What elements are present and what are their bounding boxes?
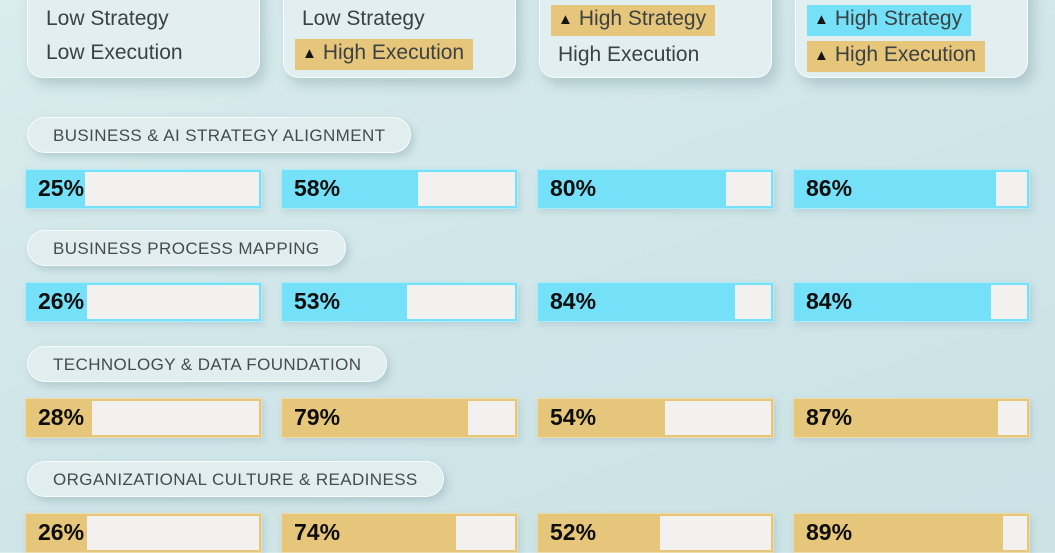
quadrant-line-2: ▲Low Execution [46,39,259,68]
progress-bar-track [406,285,515,319]
progress-value: 84% [806,287,853,314]
quadrant-line-2-highlight: ▲ High Execution [807,41,986,72]
quadrant-line-2-label: Low Execution [46,41,183,64]
progress-value: 53% [294,287,341,314]
progress-bar-track [1003,516,1027,550]
category-section: ORGANIZATIONAL CULTURE & READINESS 26% 7… [25,461,1030,553]
category-pill-label: BUSINESS PROCESS MAPPING [53,239,320,258]
category-section: BUSINESS & AI STRATEGY ALIGNMENT 25% 58%… [25,117,1030,209]
progress-bar-track [996,172,1027,206]
progress-value: 52% [550,518,597,545]
progress-value: 87% [806,403,853,430]
quadrant-header-row: ▲Low Strategy ▲Low Execution ▲Low Strate… [25,0,1030,78]
category-section: BUSINESS PROCESS MAPPING 26% 53% 84% 84% [25,230,1030,322]
progress-bar: 80% [537,169,774,209]
quadrant-card: ▲ High Strategy ▲ High Execution [795,0,1028,78]
progress-bar: 26% [25,282,262,322]
progress-bar-track [87,285,259,319]
quadrant-line-1-highlight: ▲Low Strategy [295,5,434,34]
bar-row: 25% 58% 80% 86% [25,169,1030,209]
progress-bar-track [87,516,259,550]
progress-bar-track [998,401,1027,435]
progress-bar: 89% [793,513,1030,553]
category-pill: TECHNOLOGY & DATA FOUNDATION [27,346,388,382]
progress-bar-track [467,401,515,435]
progress-bar-track [735,285,771,319]
progress-bar-track [84,172,259,206]
quadrant-line-2-highlight: ▲ High Execution [295,39,474,70]
category-pill-label: ORGANIZATIONAL CULTURE & READINESS [53,470,418,489]
category-pill: BUSINESS PROCESS MAPPING [27,230,346,266]
quadrant-line-1-highlight: ▲ High Strategy [807,5,972,36]
progress-bar: 28% [25,398,262,438]
quadrant-card: ▲ High Strategy ▲High Execution [539,0,772,78]
progress-value: 84% [550,287,597,314]
progress-value: 28% [38,403,85,430]
progress-bar-track [455,516,515,550]
category-pill-label: TECHNOLOGY & DATA FOUNDATION [53,355,362,374]
progress-value: 54% [550,403,597,430]
progress-bar-track [991,285,1027,319]
progress-bar: 74% [281,513,518,553]
progress-value: 25% [38,174,85,201]
progress-value: 26% [38,518,85,545]
progress-bar-track [418,172,515,206]
category-pill: BUSINESS & AI STRATEGY ALIGNMENT [27,117,412,153]
progress-bar: 53% [281,282,518,322]
quadrant-line-1: ▲Low Strategy [302,5,515,34]
progress-value: 79% [294,403,341,430]
quadrant-card: ▲Low Strategy ▲Low Execution [27,0,260,78]
category-section: TECHNOLOGY & DATA FOUNDATION 28% 79% 54%… [25,346,1030,438]
progress-value: 26% [38,287,85,314]
progress-bar: 58% [281,169,518,209]
category-pill-label: BUSINESS & AI STRATEGY ALIGNMENT [53,126,386,145]
progress-value: 80% [550,174,597,201]
progress-value: 86% [806,174,853,201]
progress-bar: 84% [537,282,774,322]
up-triangle-icon: ▲ [814,47,829,64]
quadrant-line-2-label: High Execution [558,43,700,66]
up-triangle-icon: ▲ [302,45,317,62]
quadrant-line-1: ▲ High Strategy [551,5,771,36]
quadrant-line-1-highlight: ▲ High Strategy [551,5,716,36]
quadrant-line-1: ▲ High Strategy [807,5,1027,36]
quadrant-line-2-label: High Execution [322,41,465,64]
quadrant-line-1-label: Low Strategy [46,7,169,30]
progress-bar: 54% [537,398,774,438]
quadrant-line-2-highlight: ▲Low Execution [39,39,192,68]
progress-bar-track [664,401,771,435]
progress-bar: 84% [793,282,1030,322]
quadrant-line-1-label: High Strategy [578,7,707,30]
quadrant-line-1: ▲Low Strategy [46,5,259,34]
quadrant-line-2: ▲High Execution [558,41,771,70]
quadrant-line-1-label: Low Strategy [302,7,425,30]
up-triangle-icon: ▲ [558,11,573,28]
progress-bar: 26% [25,513,262,553]
bar-row: 26% 74% 52% 89% [25,513,1030,553]
bar-row: 26% 53% 84% 84% [25,282,1030,322]
progress-bar: 86% [793,169,1030,209]
progress-value: 89% [806,518,853,545]
progress-bar: 87% [793,398,1030,438]
quadrant-line-2-highlight: ▲High Execution [551,41,708,70]
quadrant-line-1-highlight: ▲Low Strategy [39,5,178,34]
progress-bar-track [660,516,771,550]
quadrant-line-2: ▲ High Execution [295,39,515,70]
progress-value: 74% [294,518,341,545]
progress-bar-track [726,172,771,206]
progress-value: 58% [294,174,341,201]
progress-bar: 52% [537,513,774,553]
quadrant-card: ▲Low Strategy ▲ High Execution [283,0,516,78]
progress-bar: 79% [281,398,518,438]
category-pill: ORGANIZATIONAL CULTURE & READINESS [27,461,444,497]
bar-row: 28% 79% 54% 87% [25,398,1030,438]
up-triangle-icon: ▲ [814,11,829,28]
quadrant-line-1-label: High Strategy [834,7,963,30]
progress-bar-track [91,401,259,435]
progress-bar: 25% [25,169,262,209]
quadrant-line-2-label: High Execution [834,43,977,66]
quadrant-line-2: ▲ High Execution [807,41,1027,72]
